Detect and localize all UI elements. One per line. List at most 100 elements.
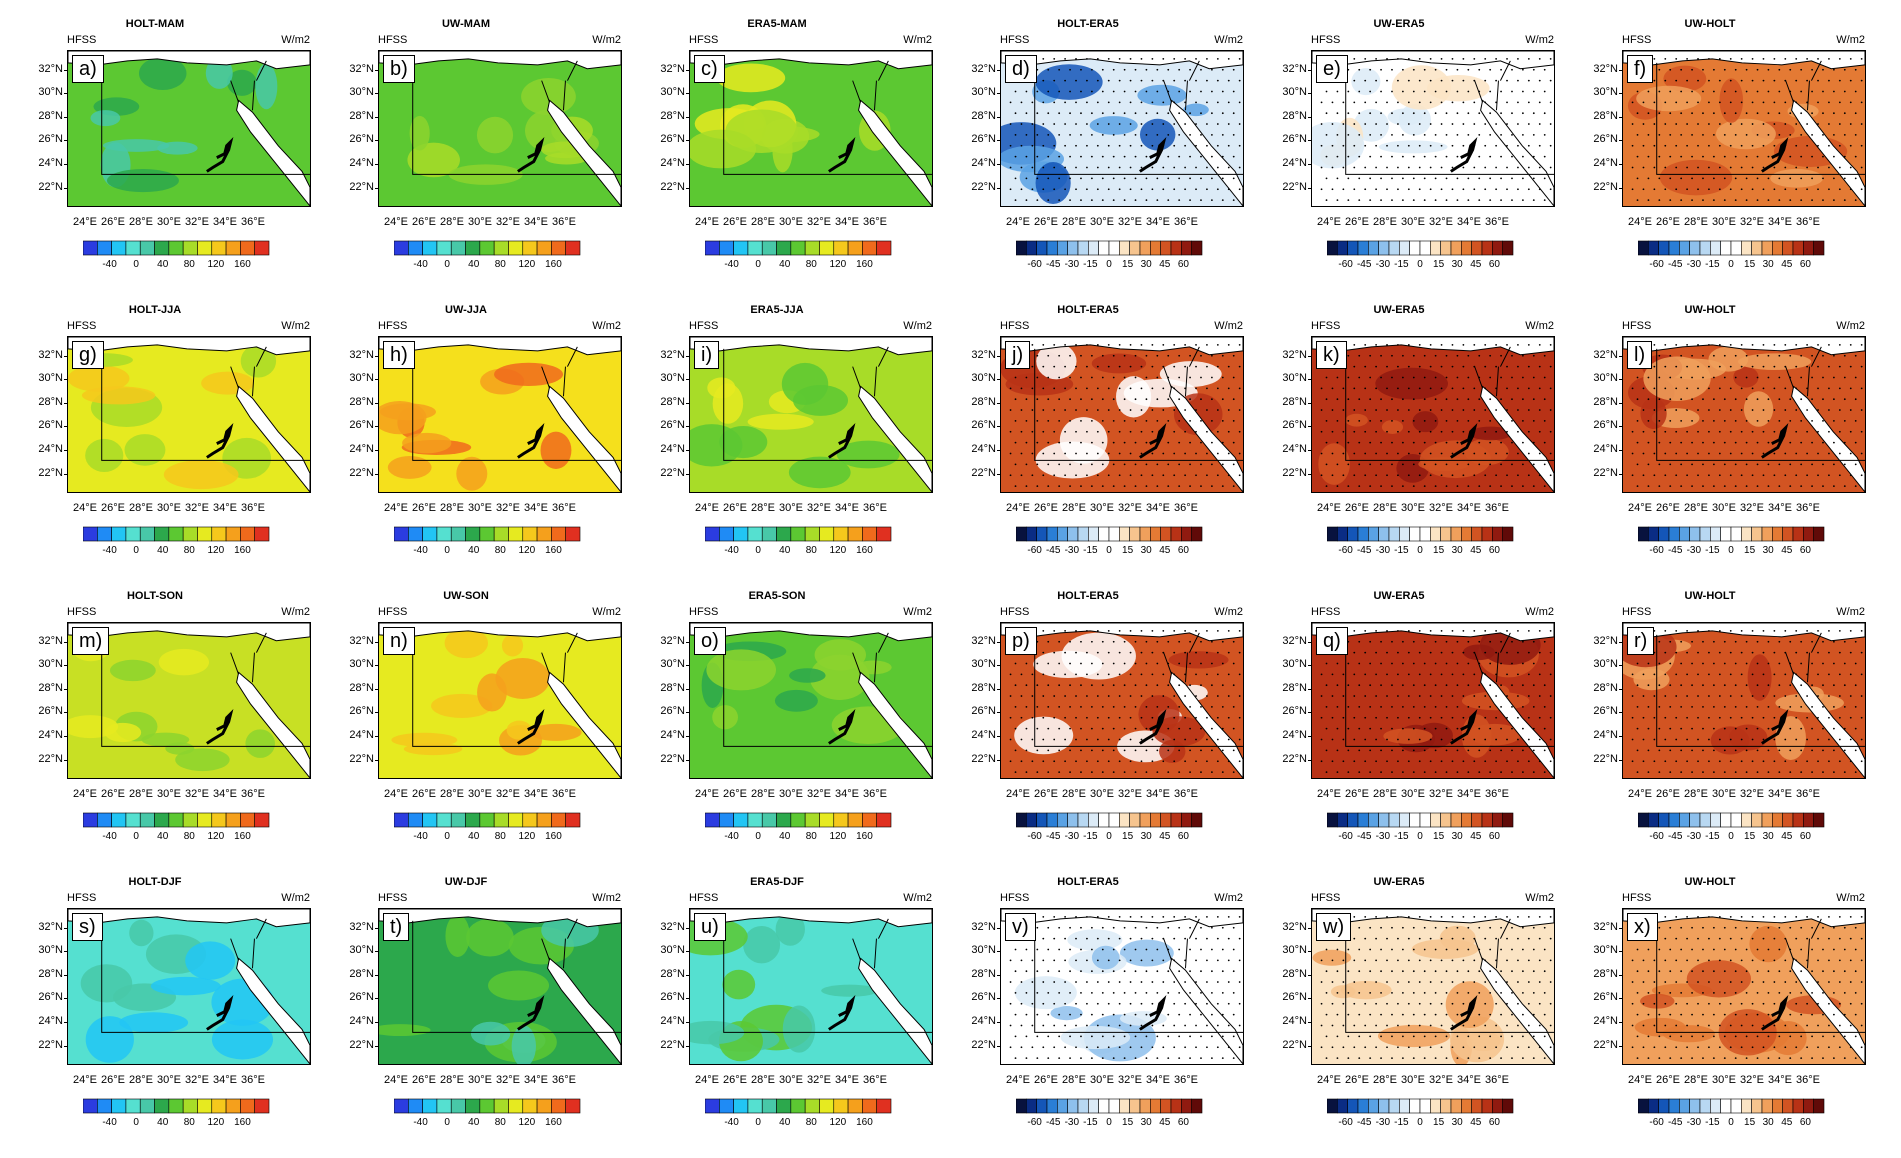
- stipple-dot: [1718, 695, 1721, 697]
- stipple-dot: [1522, 441, 1524, 444]
- stipple-dot: [1789, 68, 1792, 71]
- panel-title: ERA5-DJF: [750, 876, 804, 888]
- stipple-dot: [1238, 409, 1241, 411]
- stipple-dot: [1184, 123, 1187, 125]
- stipple-dot: [1532, 771, 1535, 773]
- stipple-dot: [1178, 463, 1181, 466]
- stipple-dot: [1669, 134, 1672, 136]
- stipple-dot: [1058, 749, 1061, 752]
- stipple-dot: [1042, 430, 1045, 433]
- stipple-dot: [1543, 134, 1546, 136]
- stipple-dot: [1828, 630, 1830, 632]
- stipple-dot: [1631, 716, 1634, 719]
- stipple-dot: [1489, 134, 1492, 136]
- stipple-dot: [1391, 684, 1393, 687]
- stipple-dot: [1451, 188, 1454, 191]
- stipple-dot: [1773, 452, 1776, 455]
- stipple-dot: [1369, 684, 1372, 687]
- stipple-dot: [1412, 199, 1415, 201]
- colorbar-swatch: [197, 240, 213, 256]
- stipple-dot: [1712, 134, 1715, 136]
- colorbar-label: 0: [1417, 259, 1423, 270]
- stipple-dot: [1543, 948, 1546, 951]
- stipple-dot: [1822, 771, 1824, 773]
- colorbar-label: 40: [157, 259, 169, 270]
- stipple-dot: [1532, 684, 1535, 687]
- colorbar-swatch: [1658, 526, 1670, 542]
- map-svg: [1001, 623, 1243, 778]
- stipple-dot: [1686, 474, 1688, 477]
- stipple-dot: [1112, 90, 1115, 93]
- stipple-dot: [1478, 485, 1481, 487]
- stipple-dot: [1101, 640, 1104, 643]
- stipple-dot: [1227, 166, 1230, 169]
- lon-tick-label: 26°E: [101, 502, 125, 514]
- field-patch: [158, 648, 210, 676]
- stipple-dot: [1140, 981, 1143, 983]
- tick-mark: [375, 712, 379, 713]
- lat-label-text: 32°N: [971, 63, 996, 75]
- colorbar-label: 40: [468, 259, 480, 270]
- stipple-dot: [1647, 90, 1650, 93]
- stipple-dot: [1167, 970, 1170, 973]
- stipple-dot: [1401, 420, 1404, 422]
- stipple-dot: [1549, 716, 1552, 719]
- stipple-dot: [1473, 474, 1476, 477]
- stipple-dot: [1069, 354, 1071, 357]
- stipple-dot: [1631, 188, 1634, 191]
- stipple-dot: [1691, 354, 1693, 357]
- stipple-dot: [1440, 937, 1443, 940]
- stipple-dot: [1849, 430, 1852, 433]
- stipple-dot: [1151, 959, 1154, 962]
- stipple-dot: [1445, 177, 1448, 180]
- stipple-dot: [1745, 177, 1748, 180]
- stipple-dot: [1184, 452, 1187, 455]
- stipple-dot: [1697, 344, 1699, 346]
- field-patch: [1035, 64, 1103, 100]
- lat-tick-label: 32°N: [639, 63, 690, 75]
- stipple-dot: [1506, 123, 1508, 125]
- stipple-dot: [1336, 749, 1339, 752]
- panel-letter: f): [1627, 55, 1654, 83]
- stipple-dot: [1173, 452, 1176, 455]
- stipple-dot: [1173, 1024, 1176, 1027]
- colorbar-swatch: [1440, 240, 1452, 256]
- stipple-dot: [1162, 937, 1165, 940]
- stipple-dot: [1123, 771, 1126, 773]
- stipple-dot: [1173, 695, 1176, 697]
- stipple-dot: [1538, 409, 1541, 411]
- stipple-dot: [1380, 177, 1382, 180]
- stipple-dot: [1478, 177, 1481, 180]
- stipple-dot: [1058, 706, 1061, 708]
- stipple-dot: [1391, 177, 1393, 180]
- stipple-dot: [1331, 166, 1334, 169]
- lat-tick-label: 22°N: [328, 753, 379, 765]
- stipple-dot: [1353, 959, 1356, 962]
- colorbar-label: 0: [1417, 545, 1423, 556]
- red-sea: [858, 671, 932, 778]
- stipple-dot: [1691, 485, 1693, 487]
- lat-tick-label: 24°N: [639, 1015, 690, 1027]
- colorbar-swatch: [1668, 526, 1680, 542]
- stipple-dot: [1434, 420, 1437, 422]
- stipple-dot: [1342, 738, 1345, 741]
- stipple-dot: [1075, 716, 1077, 719]
- stipple-dot: [1806, 344, 1809, 346]
- stipple-dot: [1336, 485, 1339, 487]
- colorbar-swatch: [1150, 240, 1161, 256]
- lat-label-text: 24°N: [971, 729, 996, 741]
- stipple-dot: [1484, 1024, 1487, 1027]
- lat-label-text: 28°N: [1593, 396, 1618, 408]
- stipple-dot: [1795, 144, 1798, 147]
- stipple-dot: [1729, 673, 1732, 676]
- stipple-dot: [1156, 485, 1159, 487]
- colorbar-swatch: [479, 1098, 495, 1114]
- stipple-dot: [1686, 695, 1688, 697]
- stipple-dot: [1342, 430, 1345, 433]
- colorbar-label: 40: [779, 831, 791, 842]
- stipple-dot: [1069, 398, 1071, 401]
- lat-label-text: 28°N: [1282, 110, 1307, 122]
- stipple-dot: [1069, 90, 1071, 93]
- lat-label-text: 28°N: [971, 110, 996, 122]
- stipple-dot: [1167, 354, 1170, 357]
